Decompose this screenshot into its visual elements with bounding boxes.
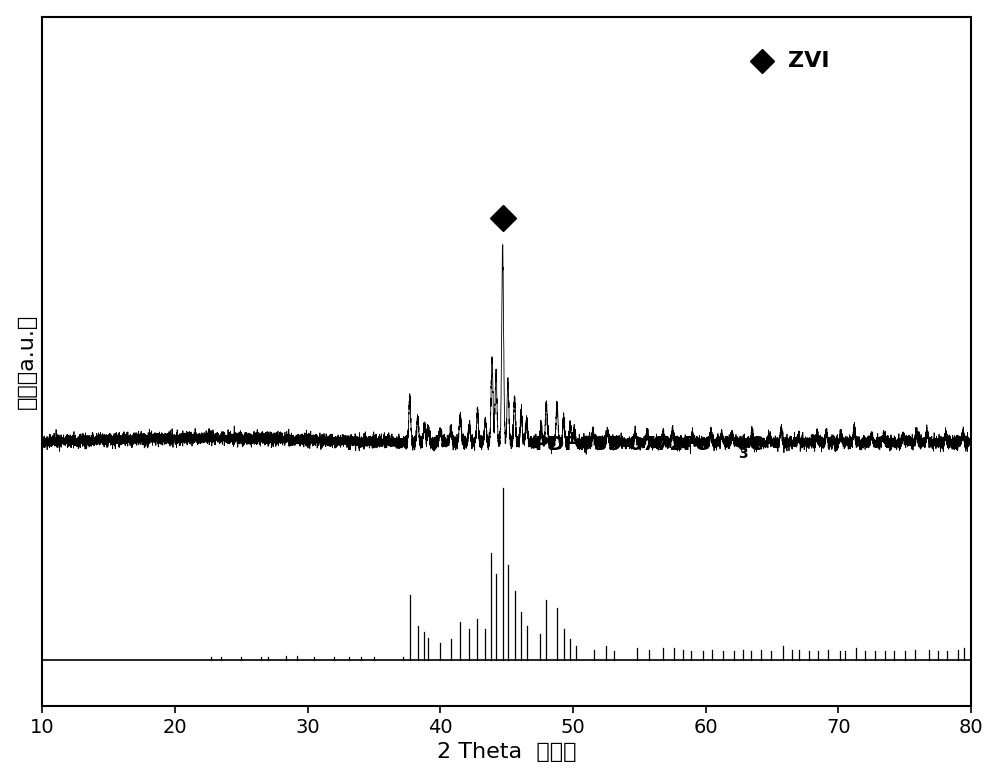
Y-axis label: 强度（a.u.）: 强度（a.u.）: [17, 314, 37, 409]
Text: PDF#35-0772Fe: PDF#35-0772Fe: [534, 435, 709, 453]
Text: 3: 3: [738, 447, 748, 461]
X-axis label: 2 Theta  （度）: 2 Theta （度）: [437, 742, 576, 763]
Text: C: C: [749, 435, 763, 453]
Text: ZVI: ZVI: [788, 51, 830, 72]
